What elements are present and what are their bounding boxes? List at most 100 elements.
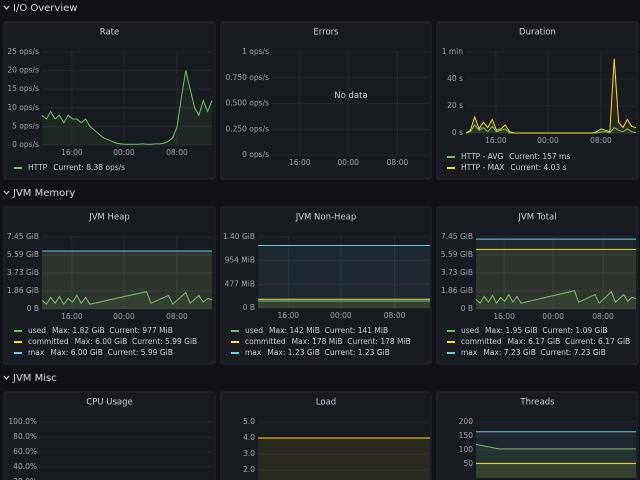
panel-title: CPU Usage [86,398,132,408]
y-tick-label: 20 ops/s [7,66,39,75]
y-tick-label: 50 [463,459,473,468]
series-area [42,291,212,309]
y-tick-label: 1 ops/s [242,47,269,56]
y-tick-label: 60.0% [13,447,37,456]
y-tick-label: 0 B [461,304,473,313]
y-tick-label: 1.86 GiB [441,286,473,295]
x-tick-label: 00:00 [542,312,564,321]
panel [220,391,432,480]
x-tick-label: 16:00 [289,158,311,167]
legend-name[interactable]: max [245,348,262,357]
panel [436,206,639,365]
series-area [476,431,636,478]
legend-name[interactable]: committed [28,337,69,346]
series-area [42,70,212,145]
panel [3,206,216,365]
panel [220,206,432,365]
legend-name[interactable]: max [461,348,478,357]
panel-title: Threads [519,398,555,408]
x-tick-label: 08:00 [166,148,188,157]
x-tick-label: 16:00 [277,311,299,320]
legend-name[interactable]: used [245,326,263,335]
series-area [42,251,212,309]
y-tick-label: 7.45 GiB [7,232,39,241]
y-tick-label: 40 s [447,74,463,83]
y-tick-label: 3.0 [243,449,255,458]
y-tick-label: 1 min [442,47,464,56]
y-tick-label: 0 ops/s [12,140,39,149]
y-tick-label: 2.0 [243,465,255,474]
series-area [42,251,212,309]
y-tick-label: 5.0 [243,417,255,426]
y-tick-label: 40.0% [13,462,37,471]
legend-stats: Current: 8.38 ops/s [53,163,125,172]
panel-title: Load [316,398,336,408]
y-tick-label: 25 ops/s [7,47,39,56]
legend-name[interactable]: committed [245,337,286,346]
series-area [476,463,636,478]
y-tick-label: 0.500 ops/s [225,99,269,108]
legend-name[interactable]: HTTP [28,163,48,172]
section-title: I/O Overview [13,3,77,14]
legend-name[interactable]: committed [461,337,502,346]
legend-name[interactable]: max [28,348,45,357]
x-tick-label: 08:00 [166,312,188,321]
series-area [476,239,636,309]
y-tick-label: 5.59 GiB [441,250,473,259]
panel [3,391,216,480]
section-title: JVM Memory [12,188,75,199]
x-tick-label: 00:00 [113,148,135,157]
series-area [258,301,430,308]
no-data-message: No data [334,91,367,101]
series-area [466,124,636,133]
panel-title: Duration [519,28,556,38]
y-tick-label: 0 B [27,304,39,313]
y-tick-label: 100.0% [8,417,37,426]
collapse-icon[interactable] [3,5,10,10]
legend-stats: Max: 7.23 GiB Current: 7.23 GiB [483,348,606,357]
series-line [465,58,637,134]
series-line [475,443,636,450]
panel-title: JVM Non-Heap [295,213,357,223]
collapse-icon[interactable] [3,190,10,195]
series-line [475,290,637,305]
x-tick-label: 08:00 [590,136,612,145]
y-tick-label: 954 MiB [225,256,255,265]
section-title: JVM Misc [12,373,57,384]
x-tick-label: 00:00 [337,158,359,167]
y-tick-label: 0 ops/s [242,150,269,159]
y-tick-label: 150 [459,431,474,440]
legend-stats: Max: 6.00 GiB Current: 5.99 GiB [75,337,198,346]
legend-name[interactable]: HTTP - AVG [461,152,503,161]
series-area [476,444,636,478]
x-tick-label: 16:00 [493,312,515,321]
y-tick-label: 200 [459,417,474,426]
x-tick-label: 00:00 [113,312,135,321]
series-area [476,249,636,309]
legend-name[interactable]: used [28,326,46,335]
y-tick-label: 0 B [243,303,255,312]
legend-name[interactable]: used [461,326,479,335]
panel-title: Errors [313,28,339,38]
y-tick-label: 5 ops/s [12,121,39,130]
y-tick-label: 3.73 GiB [7,268,39,277]
y-tick-label: 10 ops/s [7,103,39,112]
legend-stats: Max: 6.17 GiB Current: 6.17 GiB [508,337,631,346]
legend-stats: Max: 142 MiB Current: 141 MiB [269,326,388,335]
series-area [258,245,430,308]
legend-stats: Max: 1.82 GiB Current: 977 MiB [52,326,173,335]
legend-stats: Current: 157 ms [509,152,570,161]
legend-name[interactable]: HTTP - MAX [461,163,504,172]
series-area [476,290,636,309]
y-tick-label: 100 [459,445,474,454]
legend-stats: Max: 1.95 GiB Current: 1.09 GiB [485,326,608,335]
x-tick-label: 16:00 [485,136,507,145]
collapse-icon[interactable] [3,375,10,380]
y-tick-label: 1.86 GiB [7,286,39,295]
y-tick-label: 3.73 GiB [441,268,473,277]
x-tick-label: 00:00 [330,311,352,320]
series-line [41,70,213,145]
x-tick-label: 16:00 [61,148,83,157]
